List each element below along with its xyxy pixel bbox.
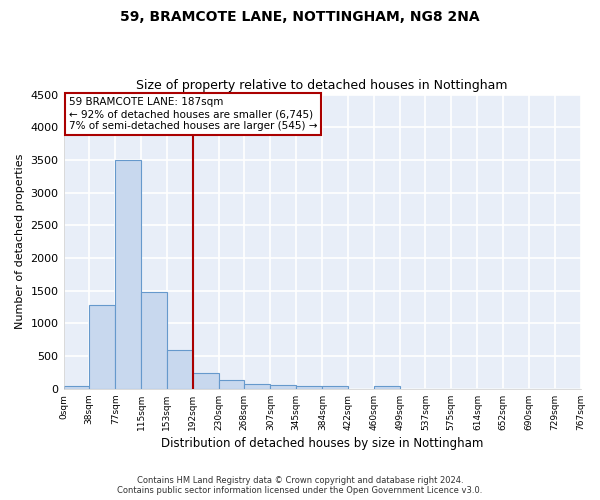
Text: 59, BRAMCOTE LANE, NOTTINGHAM, NG8 2NA: 59, BRAMCOTE LANE, NOTTINGHAM, NG8 2NA <box>120 10 480 24</box>
Bar <box>374 386 400 389</box>
Bar <box>115 160 141 389</box>
Bar <box>167 350 193 389</box>
Bar <box>322 386 348 389</box>
Text: Contains HM Land Registry data © Crown copyright and database right 2024.
Contai: Contains HM Land Registry data © Crown c… <box>118 476 482 495</box>
Bar <box>271 385 296 389</box>
Title: Size of property relative to detached houses in Nottingham: Size of property relative to detached ho… <box>136 79 508 92</box>
Bar <box>89 306 115 389</box>
Bar <box>218 380 244 389</box>
Y-axis label: Number of detached properties: Number of detached properties <box>15 154 25 330</box>
Text: 59 BRAMCOTE LANE: 187sqm
← 92% of detached houses are smaller (6,745)
7% of semi: 59 BRAMCOTE LANE: 187sqm ← 92% of detach… <box>69 98 317 130</box>
Bar <box>244 384 271 389</box>
Bar <box>141 292 167 389</box>
X-axis label: Distribution of detached houses by size in Nottingham: Distribution of detached houses by size … <box>161 437 483 450</box>
Bar <box>64 386 89 389</box>
Bar <box>193 373 218 389</box>
Bar <box>296 386 322 389</box>
